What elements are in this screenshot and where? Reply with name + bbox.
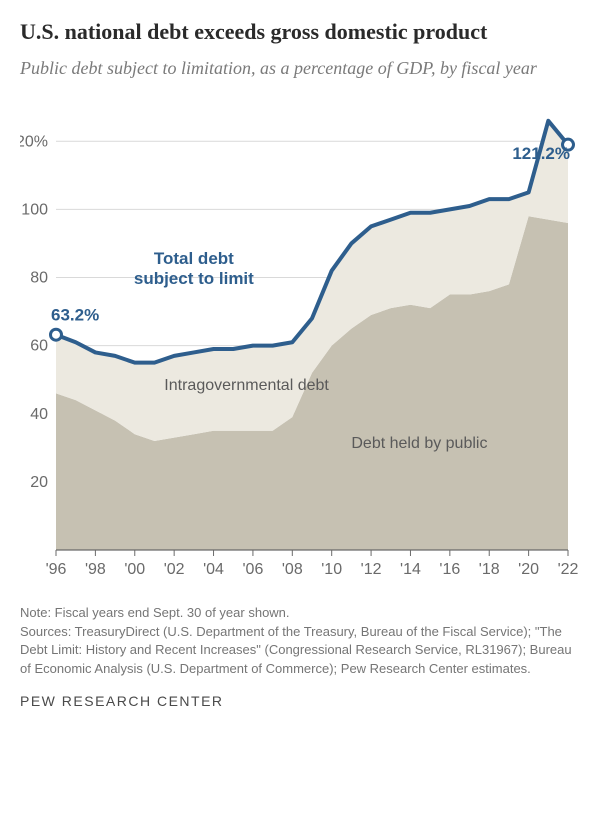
svg-text:40: 40 (30, 406, 48, 423)
chart-plot-area: 20 40 60 80 100 120% '96 '98 '00 '02 '04 '06 '08 '10 '… (20, 96, 580, 586)
chart-title: U.S. national debt exceeds gross domesti… (20, 18, 580, 46)
svg-text:'22: '22 (558, 561, 579, 578)
svg-text:'02: '02 (164, 561, 185, 578)
svg-text:'18: '18 (479, 561, 500, 578)
chart-subtitle: Public debt subject to limitation, as a … (20, 56, 580, 80)
svg-text:'98: '98 (85, 561, 106, 578)
svg-text:'10: '10 (321, 561, 342, 578)
svg-text:'06: '06 (242, 561, 263, 578)
svg-text:'16: '16 (439, 561, 460, 578)
svg-text:'14: '14 (400, 561, 421, 578)
svg-text:80: 80 (30, 269, 48, 286)
marker-start (51, 329, 62, 340)
label-intragov: Intragovernmental debt (164, 377, 329, 394)
chart-svg: 20 40 60 80 100 120% '96 '98 '00 '02 '04 '06 '08 '10 '… (20, 96, 580, 586)
svg-text:'20: '20 (518, 561, 539, 578)
label-total-line: subject to limit (134, 269, 254, 288)
label-public: Debt held by public (351, 435, 487, 452)
svg-text:60: 60 (30, 337, 48, 354)
svg-text:100: 100 (21, 201, 48, 218)
note-line: Note: Fiscal years end Sept. 30 of year … (20, 604, 580, 623)
label-total-line: Total debt (154, 249, 234, 268)
sources-line: Sources: TreasuryDirect (U.S. Department… (20, 623, 580, 680)
svg-text:'00: '00 (124, 561, 145, 578)
label-start-value: 63.2% (51, 306, 99, 325)
chart-container: U.S. national debt exceeds gross domesti… (0, 0, 600, 821)
attribution: PEW RESEARCH CENTER (20, 693, 580, 709)
svg-text:'04: '04 (203, 561, 224, 578)
svg-text:'08: '08 (282, 561, 303, 578)
chart-notes: Note: Fiscal years end Sept. 30 of year … (20, 604, 580, 679)
svg-text:20: 20 (30, 474, 48, 491)
svg-text:'96: '96 (46, 561, 67, 578)
svg-text:'12: '12 (361, 561, 382, 578)
svg-text:120%: 120% (20, 133, 48, 150)
label-end-value: 121.2% (512, 144, 570, 163)
